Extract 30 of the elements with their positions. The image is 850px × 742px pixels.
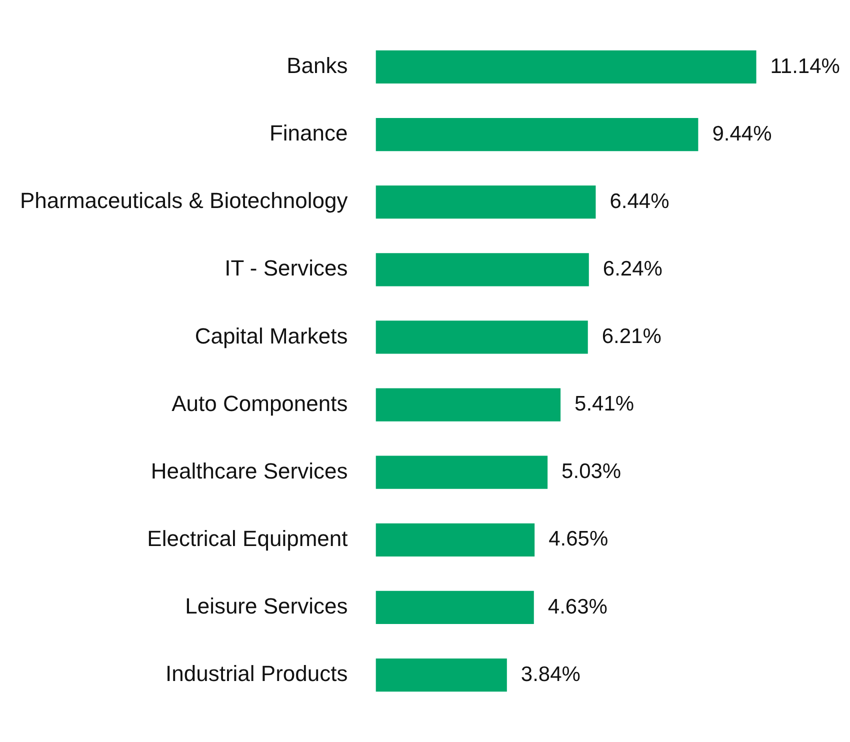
data-label: 6.24% (602, 257, 662, 280)
bar (376, 253, 589, 286)
bar (376, 50, 756, 84)
data-label: 6.21% (602, 325, 662, 348)
data-label: 6.44% (610, 190, 670, 213)
y-tick-label: Finance (269, 120, 348, 146)
data-label: 9.44% (712, 122, 772, 146)
bar (376, 523, 535, 556)
y-tick-label: Healthcare Services (150, 458, 348, 484)
data-label: 4.63% (548, 595, 608, 618)
bar (376, 590, 534, 624)
bar (376, 320, 588, 354)
bar (376, 186, 596, 219)
y-tick-label: Leisure Services (185, 594, 348, 619)
bar (376, 388, 561, 422)
bar (376, 658, 507, 692)
data-label: 5.03% (562, 460, 622, 484)
y-tick-label: Banks (286, 53, 348, 78)
bar (376, 456, 548, 489)
y-tick-label: Pharmaceuticals & Biotechnology (20, 188, 348, 214)
data-label: 4.65% (548, 528, 608, 551)
y-tick-label: Electrical Equipment (147, 526, 348, 551)
y-tick-label: Industrial Products (166, 661, 348, 686)
y-tick-label: Auto Components (172, 390, 348, 416)
y-tick-label: Capital Markets (194, 323, 348, 348)
y-tick-label: IT - Services (224, 256, 348, 281)
bar (376, 118, 698, 152)
data-label: 11.14% (770, 54, 840, 78)
data-label: 3.84% (520, 662, 580, 686)
data-label: 5.41% (574, 392, 634, 416)
